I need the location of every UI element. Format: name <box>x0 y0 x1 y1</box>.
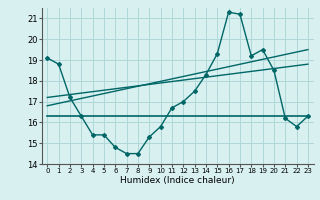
X-axis label: Humidex (Indice chaleur): Humidex (Indice chaleur) <box>120 176 235 185</box>
